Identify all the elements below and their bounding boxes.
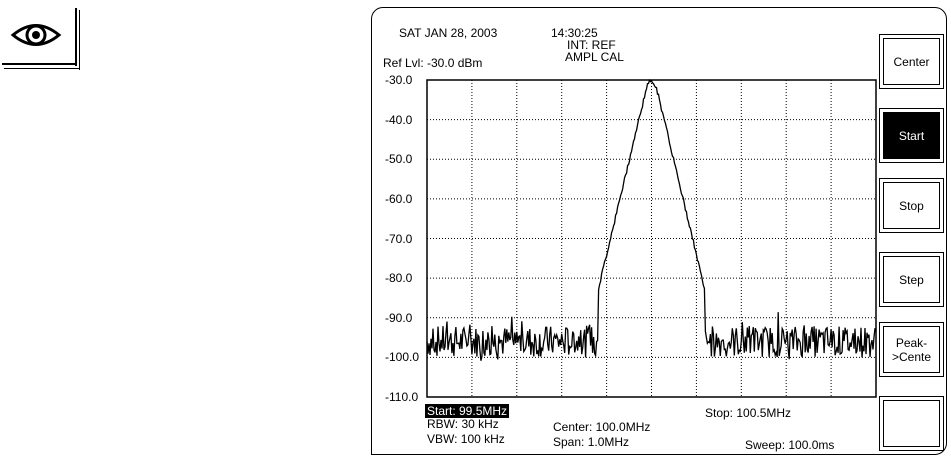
softkey-label: Start (883, 112, 940, 159)
vbw-label: VBW: 100 kHz (427, 432, 505, 446)
softkey-center[interactable]: Center (879, 34, 944, 89)
note-divider (75, 8, 77, 66)
note-divider (4, 68, 80, 69)
note-box (0, 0, 80, 70)
ref-level-label: Ref Lvl: -30.0 dBm (383, 56, 483, 70)
spectrum-trace (426, 78, 877, 361)
center-frequency: Center: 100.0MHz (553, 420, 651, 434)
softkey-blank[interactable] (879, 396, 944, 451)
y-tick-label: -80.0 (385, 271, 413, 286)
start-frequency: Start: 99.5MHz (425, 404, 510, 418)
y-tick-label: -110.0 (385, 390, 419, 404)
softkey-label (883, 400, 940, 447)
y-tick-label: -70.0 (385, 231, 413, 246)
eye-icon (10, 24, 62, 46)
y-tick-label: -90.0 (385, 310, 413, 325)
time-label: 14:30:25 (551, 26, 598, 40)
y-tick-label: -50.0 (385, 152, 413, 167)
softkey-label: Step (883, 256, 940, 303)
calibration-status: AMPL CAL (565, 50, 624, 64)
rbw-label: RBW: 30 kHz (427, 417, 499, 431)
stop-frequency: Stop: 100.5MHz (705, 406, 792, 420)
reference-status: INT: REF (567, 38, 616, 52)
sweep-time: Sweep: 100.0ms (745, 438, 835, 452)
softkey-start[interactable]: Start (879, 108, 944, 163)
softkey-peak-to-center[interactable]: Peak- >Cente (879, 322, 944, 377)
note-divider (79, 10, 80, 70)
span-label: Span: 1.0MHz (553, 435, 630, 449)
y-tick-label: -40.0 (385, 112, 413, 127)
note-divider (2, 63, 77, 65)
softkey-stop[interactable]: Stop (879, 178, 944, 233)
softkey-label: Stop (883, 182, 940, 229)
softkey-label: Peak- >Cente (883, 326, 940, 373)
analyzer-screen (371, 7, 947, 455)
softkey-label: Center (883, 38, 940, 85)
date-label: SAT JAN 28, 2003 (399, 26, 498, 40)
y-tick-label: -100.0 (385, 350, 420, 365)
y-tick-label: -60.0 (385, 191, 413, 206)
softkey-step[interactable]: Step (879, 252, 944, 307)
y-tick-label: -30.0 (385, 73, 413, 87)
